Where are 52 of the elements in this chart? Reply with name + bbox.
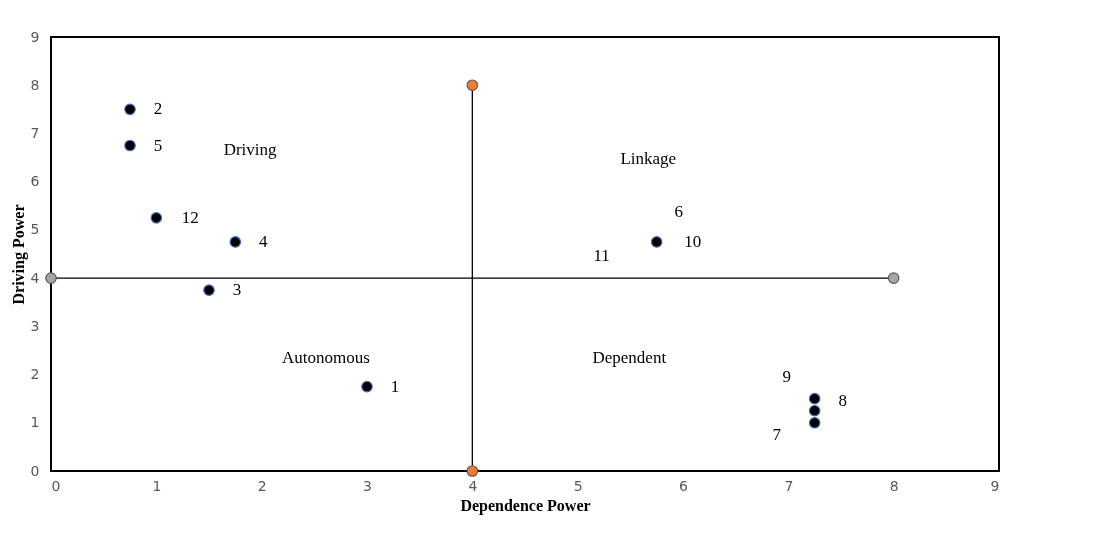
point <box>808 392 821 405</box>
point <box>361 380 373 393</box>
point <box>229 236 242 248</box>
x-tick-label: 1 <box>152 477 162 494</box>
x-tick-label: 8 <box>889 477 899 494</box>
point <box>45 272 57 284</box>
x-tick-label: 5 <box>573 477 583 494</box>
point <box>150 212 163 224</box>
y-tick-label: 8 <box>30 76 40 93</box>
annotation: 2 <box>153 99 163 119</box>
x-axis-title: Dependence Power <box>460 496 591 515</box>
point <box>650 236 663 248</box>
annotation: Dependent <box>592 348 667 368</box>
annotation: 8 <box>838 390 847 410</box>
x-tick-label: 6 <box>679 477 689 494</box>
annotation: 11 <box>593 245 610 265</box>
x-tick-label: 0 <box>51 477 61 494</box>
y-tick-label: 0 <box>30 462 40 479</box>
annotation: 6 <box>674 201 683 221</box>
annotation: 4 <box>259 231 269 251</box>
annotation: Linkage <box>620 148 677 168</box>
annotation: Autonomous <box>282 348 370 368</box>
point <box>887 272 900 284</box>
annotation: 10 <box>684 231 702 251</box>
y-tick-label: 2 <box>30 366 40 383</box>
x-tick-label: 3 <box>363 477 372 494</box>
x-tick-label: 2 <box>257 477 267 494</box>
y-tick-label: 7 <box>30 124 40 141</box>
point <box>466 465 479 477</box>
point <box>808 416 821 429</box>
annotation: Driving <box>223 139 278 159</box>
y-tick-label: 6 <box>30 173 40 190</box>
x-tick-label: 7 <box>784 477 794 494</box>
y-axis-title: Driving Power <box>9 204 28 305</box>
annotation: 9 <box>782 366 791 386</box>
y-tick-label: 1 <box>30 414 40 431</box>
x-tick-label: 4 <box>468 477 478 494</box>
x-tick-label: 9 <box>990 477 1000 494</box>
annotation: 12 <box>181 207 199 227</box>
annotation: 5 <box>153 135 163 155</box>
point <box>808 404 821 417</box>
y-tick-label: 4 <box>30 269 40 286</box>
point <box>203 284 215 296</box>
point <box>124 103 136 116</box>
point <box>124 139 136 152</box>
y-tick-label: 5 <box>30 221 40 238</box>
y-tick-label: 3 <box>30 317 40 334</box>
y-tick-label: 9 <box>30 28 40 45</box>
annotation: 7 <box>772 424 782 444</box>
point <box>466 79 479 92</box>
annotation: 3 <box>232 280 242 300</box>
annotation: 1 <box>390 376 400 396</box>
